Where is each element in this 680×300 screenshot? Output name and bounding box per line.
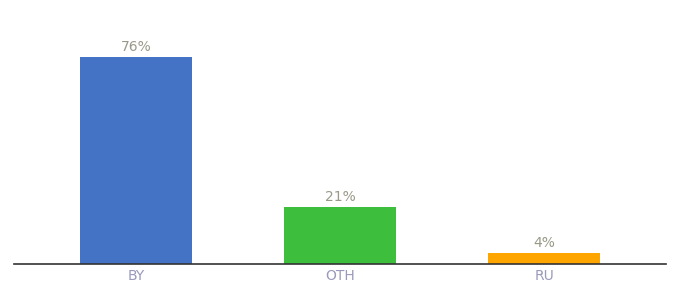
Bar [488,253,600,264]
Text: 21%: 21% [324,190,356,204]
Bar [284,207,396,264]
Text: 76%: 76% [120,40,152,54]
Text: 4%: 4% [533,236,555,250]
Bar [80,57,192,264]
